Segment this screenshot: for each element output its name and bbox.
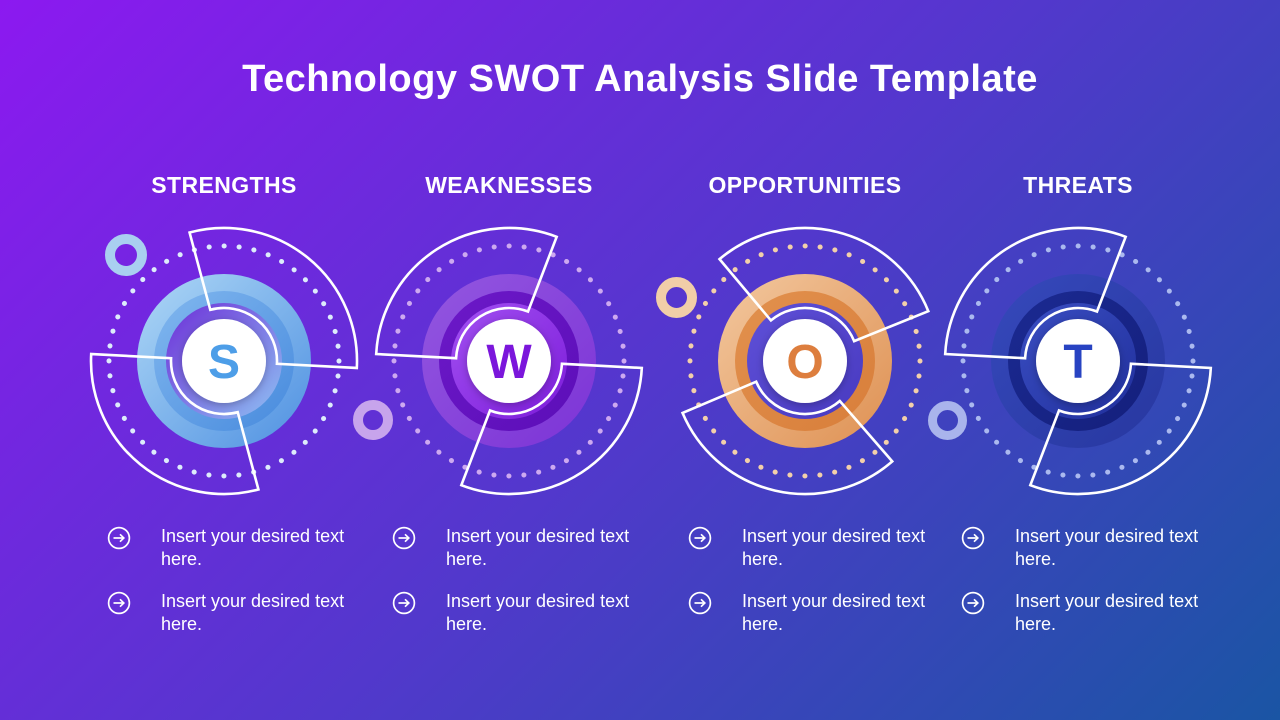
swot-letter: W bbox=[486, 336, 532, 389]
decor-donut-icon bbox=[105, 234, 147, 276]
column-header[interactable]: OPPORTUNITIES bbox=[708, 172, 902, 198]
center-circle bbox=[467, 319, 551, 403]
placeholder-text[interactable]: Insert your desired text here. bbox=[742, 526, 926, 570]
column-header[interactable]: THREATS bbox=[1023, 172, 1133, 198]
swot-letter: O bbox=[786, 336, 823, 389]
arc-wedge bbox=[717, 226, 931, 343]
arrow-right-circle-icon bbox=[392, 591, 416, 615]
arrow-right-circle-icon bbox=[392, 526, 416, 550]
dotted-circle bbox=[687, 243, 923, 479]
swot-column-opportunities: OPPORTUNITIES O Insert your desir bbox=[670, 172, 940, 652]
arc-wedge bbox=[1028, 362, 1213, 496]
swot-column-weaknesses: WEAKNESSES W Insert your desired bbox=[374, 172, 644, 652]
swot-circle-graphic: S bbox=[89, 226, 359, 496]
placeholder-text[interactable]: Insert your desired text here. bbox=[742, 591, 926, 635]
swot-circle-graphic: O bbox=[680, 226, 931, 496]
placeholder-text[interactable]: Insert your desired text here. bbox=[1015, 526, 1199, 570]
arc-wedge bbox=[943, 226, 1128, 360]
arc-wedge bbox=[89, 352, 261, 496]
center-circle bbox=[1036, 319, 1120, 403]
dotted-circle bbox=[391, 243, 627, 479]
swot-letter: T bbox=[1063, 336, 1092, 389]
arrow-right-circle-icon bbox=[961, 526, 985, 550]
page-title[interactable]: Technology SWOT Analysis Slide Template bbox=[242, 58, 1038, 100]
center-circle bbox=[182, 319, 266, 403]
arrow-right-circle-icon bbox=[688, 526, 712, 550]
arrow-right-circle-icon bbox=[107, 591, 131, 615]
swot-column-strengths: STRENGTHS S Insert your desired t bbox=[89, 172, 359, 652]
arc-wedge bbox=[459, 362, 644, 496]
decor-donut-icon bbox=[928, 401, 967, 440]
dotted-circle bbox=[106, 243, 342, 479]
swot-column-threats: THREATS T Insert your desired tex bbox=[943, 172, 1213, 652]
placeholder-text[interactable]: Insert your desired text here. bbox=[446, 526, 630, 570]
center-circle bbox=[763, 319, 847, 403]
placeholder-text[interactable]: Insert your desired text here. bbox=[161, 526, 345, 570]
dotted-circle bbox=[960, 243, 1196, 479]
arc-wedge bbox=[187, 226, 359, 370]
arrow-right-circle-icon bbox=[688, 591, 712, 615]
placeholder-text[interactable]: Insert your desired text here. bbox=[1015, 591, 1199, 635]
swot-circle-graphic: T bbox=[943, 226, 1213, 496]
column-header[interactable]: WEAKNESSES bbox=[425, 172, 593, 198]
arrow-right-circle-icon bbox=[961, 591, 985, 615]
placeholder-text[interactable]: Insert your desired text here. bbox=[161, 591, 345, 635]
arc-wedge bbox=[680, 380, 895, 496]
arc-wedge bbox=[374, 226, 559, 360]
swot-circle-graphic: W bbox=[374, 226, 644, 496]
swot-letter: S bbox=[208, 336, 240, 389]
decor-donut-icon bbox=[353, 400, 393, 440]
placeholder-text[interactable]: Insert your desired text here. bbox=[446, 591, 630, 635]
decor-donut-icon bbox=[656, 277, 697, 318]
arrow-right-circle-icon bbox=[107, 526, 131, 550]
column-header[interactable]: STRENGTHS bbox=[151, 172, 297, 198]
